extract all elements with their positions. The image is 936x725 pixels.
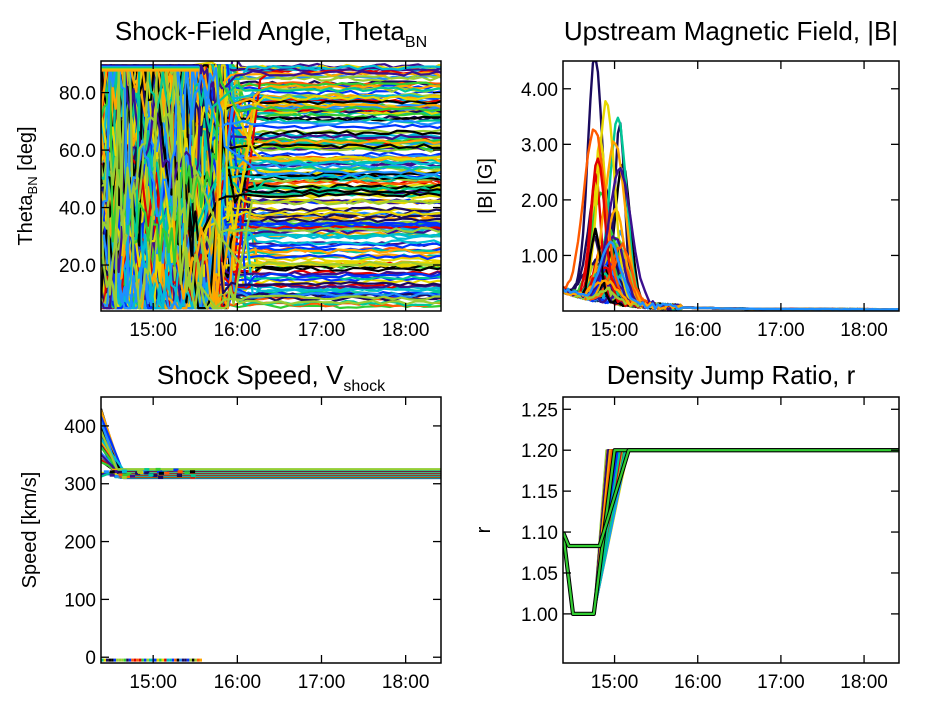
y-tick-label: 3.00 — [521, 135, 558, 156]
plot-frame — [563, 397, 899, 663]
panel-shock-speed: Shock Speed, Vshock Speed [km/s] 15:00 16… — [19, 360, 445, 693]
series-line — [101, 431, 445, 472]
y-tick-label: 60.0 — [59, 141, 96, 162]
panel-title: Density Jump Ratio, r — [607, 360, 856, 390]
series-line — [101, 417, 445, 470]
panel-density-jump: Density Jump Ratio, r r 15:00 16:00 17:00 1… — [473, 360, 903, 693]
y-tick-label: 1.10 — [521, 523, 558, 544]
x-tick-label: 18:00 — [840, 672, 888, 693]
x-tick-label: 17:00 — [298, 320, 346, 341]
series-line — [101, 427, 445, 473]
series-layer — [101, 409, 445, 660]
x-tick-label: 18:00 — [382, 320, 430, 341]
series-line — [101, 418, 445, 474]
series-line — [101, 410, 445, 471]
x-tick-label: 18:00 — [840, 320, 888, 341]
series-line — [101, 433, 445, 474]
y-tick-label: 200 — [64, 533, 96, 554]
series-line — [101, 429, 445, 471]
series-line — [101, 418, 445, 473]
plot-frame — [101, 397, 441, 663]
y-tick-label: 1.00 — [521, 605, 558, 626]
tick-layer: 15:00 16:00 17:00 18:00 1.00 2.00 3.00 4.00 — [521, 61, 899, 341]
panel-magnetic-field: Upstream Magnetic Field, |B| |B| [G] 15:… — [475, 16, 902, 341]
series-line — [101, 446, 445, 472]
series-line — [101, 433, 445, 472]
series-line — [101, 409, 445, 477]
series-line — [101, 439, 445, 470]
panel-title: Shock Speed, Vshock — [157, 360, 386, 395]
y-tick-label: 20.0 — [59, 256, 96, 277]
series-line — [101, 418, 445, 474]
y-tick-label: 1.05 — [521, 564, 558, 585]
x-tick-label: 17:00 — [757, 672, 805, 693]
x-tick-label: 15:00 — [129, 672, 177, 693]
x-tick-label: 17:00 — [298, 672, 346, 693]
y-tick-label: 1.00 — [521, 246, 558, 267]
series-layer — [101, 55, 449, 309]
y-tick-label: 2.00 — [521, 191, 558, 212]
series-line — [563, 450, 903, 614]
y-axis-label: Speed [km/s] — [19, 472, 41, 589]
y-tick-label: 0 — [85, 648, 96, 669]
series-line — [101, 444, 445, 471]
x-tick-label: 15:00 — [129, 320, 177, 341]
x-tick-label: 16:00 — [674, 672, 722, 693]
x-tick-label: 15:00 — [591, 672, 639, 693]
y-tick-label: 1.25 — [521, 400, 558, 421]
series-line — [101, 446, 445, 471]
y-axis-label: r — [473, 526, 495, 533]
y-tick-label: 1.20 — [521, 441, 558, 462]
series-line — [101, 414, 445, 475]
y-tick-label: 80.0 — [59, 84, 96, 105]
panel-title: Upstream Magnetic Field, |B| — [564, 16, 898, 46]
series-line — [563, 450, 899, 614]
series-line — [101, 455, 445, 471]
y-axis-label: ThetaBN [deg] — [15, 126, 40, 245]
x-tick-label: 16:00 — [674, 320, 722, 341]
panel-theta-bn: Shock-Field Angle, ThetaBN ThetaBN [deg]… — [15, 16, 449, 341]
y-tick-label: 100 — [64, 590, 96, 611]
series-line — [101, 426, 445, 471]
series-line — [101, 425, 445, 473]
x-tick-label: 18:00 — [382, 672, 430, 693]
series-line — [101, 426, 445, 472]
panel-title: Shock-Field Angle, ThetaBN — [115, 16, 427, 51]
x-tick-label: 17:00 — [757, 320, 805, 341]
x-tick-label: 16:00 — [214, 672, 262, 693]
y-tick-label: 4.00 — [521, 80, 558, 101]
y-axis-label: |B| [G] — [475, 158, 497, 214]
series-line — [101, 415, 445, 472]
series-line — [101, 446, 445, 471]
series-line — [101, 422, 445, 470]
series-line — [101, 447, 445, 470]
y-tick-label: 1.15 — [521, 482, 558, 503]
series-line — [101, 419, 445, 476]
y-tick-label: 300 — [64, 475, 96, 496]
y-tick-label: 40.0 — [59, 199, 96, 220]
series-layer — [563, 450, 903, 614]
series-layer — [563, 57, 902, 310]
x-tick-label: 15:00 — [591, 320, 639, 341]
x-tick-label: 16:00 — [214, 320, 262, 341]
series-line — [101, 431, 445, 469]
tick-layer: 15:00 16:00 17:00 18:00 0 100 200 300 400 — [64, 397, 441, 693]
series-line — [101, 413, 445, 476]
series-line — [101, 442, 445, 471]
y-tick-label: 400 — [64, 417, 96, 438]
